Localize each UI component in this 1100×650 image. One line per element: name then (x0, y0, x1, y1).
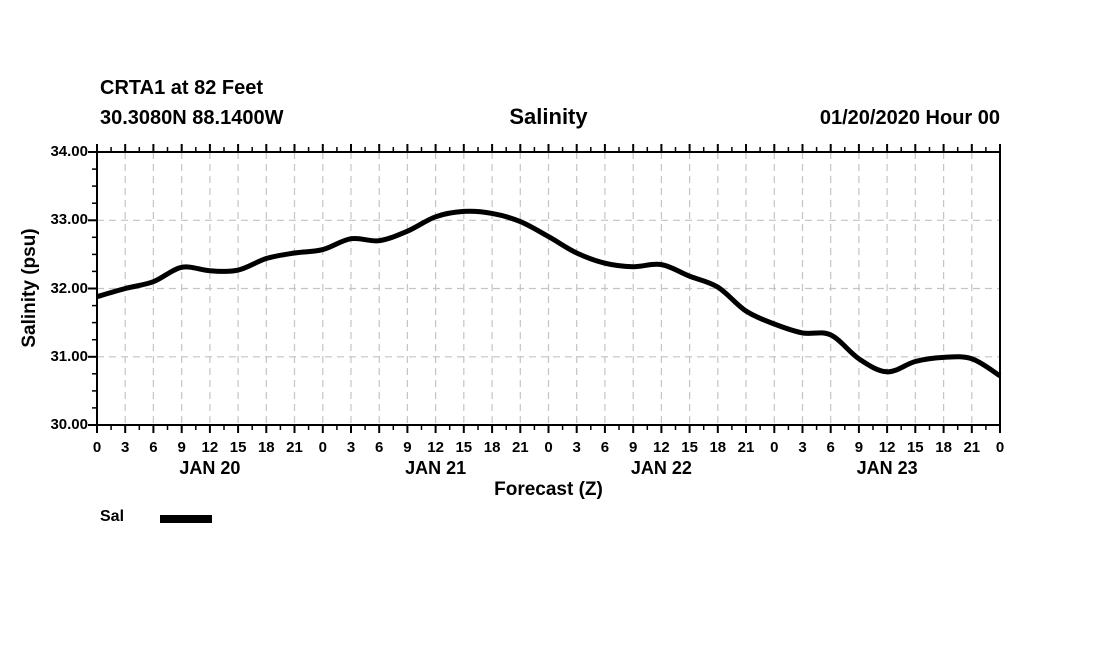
x-axis-title: Forecast (Z) (494, 479, 603, 500)
station-coordinates: 30.3080N 88.1400W (100, 107, 284, 129)
legend-line-swatch (160, 515, 212, 523)
salinity-series-line (96, 208, 1002, 379)
forecast-run-time: 01/20/2020 Hour 00 (819, 107, 1000, 129)
plot-border (96, 151, 1001, 426)
station-name: CRTA1 at 82 Feet (100, 77, 264, 99)
chart-title: Salinity (509, 104, 588, 129)
y-axis-title: Salinity (psu) (19, 228, 40, 348)
legend-series-label: Sal (100, 508, 125, 525)
